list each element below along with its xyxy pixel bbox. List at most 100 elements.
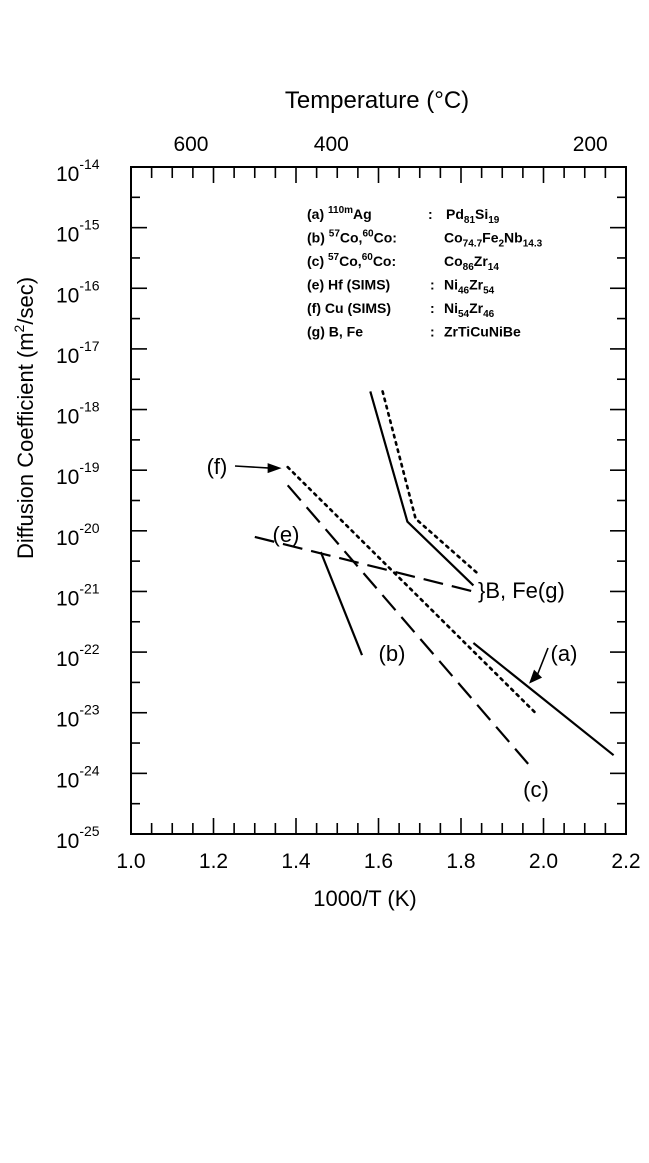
top-tick-label: 400 [314,133,349,156]
legend-entry: (g) B, Fe [307,324,363,340]
legend-entry: (e) Hf (SIMS) [307,277,390,293]
y-tick-label: 10-15 [56,217,100,247]
x-tick-label: 1.0 [116,850,145,873]
legend-alloy-sub: 14 [488,262,500,273]
annotation-label: (b) [379,641,406,666]
legend-alloy-sub: 86 [463,262,475,273]
legend-alloy: Co74.7Fe2Nb14.3 [444,230,543,250]
x-tick-label: 1.4 [281,850,311,873]
legend-sup: 57 [329,229,341,240]
legend-species: Cu (SIMS) [325,300,391,316]
y-tick-base: 10 [56,345,79,368]
series-line-e [254,535,474,593]
y-tick-base: 10 [56,406,79,429]
legend-alloy-element: ZrTiCuNiBe [444,324,521,340]
legend-key: (b) [307,230,329,246]
legend-alloy-element: Ni [444,277,458,293]
legend-entry: (f) Cu (SIMS) [307,300,391,316]
y-tick-exponent: -22 [79,641,99,657]
legend-alloy-element: Co [444,230,463,246]
y-tick-label: 10-21 [56,580,100,610]
legend-alloy-sub: 74.7 [463,239,483,250]
legend-alloy-element: Nb [504,230,523,246]
legend-alloy: Ni46Zr54 [444,277,495,297]
y-tick-exponent: -23 [79,702,99,718]
y-tick-exponent: -21 [79,580,99,596]
legend-alloy-sub: 54 [458,309,470,320]
legend-alloy-element: Co [444,253,463,269]
legend-entry: (b) 57Co,60Co: [307,229,397,246]
legend-sup: 60 [362,252,374,263]
y-tick-base: 10 [56,224,79,247]
y-tick-base: 10 [56,587,79,610]
legend-separator: : [430,277,435,293]
y-tick-label: 10-22 [56,641,100,671]
legend-alloy-element: Pd [446,206,464,222]
series-line-f [286,465,537,715]
legend-alloy-sub: 19 [488,215,500,226]
legend-alloy-element: Si [475,206,488,222]
y-tick-label: 10-16 [56,277,100,307]
series-line-c [286,484,532,769]
legend-entry: (a) 110mAg [307,205,372,222]
y-tick-exponent: -16 [79,277,99,293]
y-tick-base: 10 [56,284,79,307]
legend-species: Co: [374,230,397,246]
legend-sup: 60 [362,229,374,240]
y-tick-exponent: -24 [79,762,99,778]
legend-species: Co, [340,230,363,246]
y-tick-base: 10 [56,466,79,489]
y-tick-exponent: -18 [79,399,99,415]
y-tick-exponent: -20 [79,520,99,536]
series-layer [254,390,615,769]
y-tick-exponent: -25 [79,823,99,839]
series-line-b [369,391,475,587]
annotation-arrowhead-a [529,669,543,684]
series-line-b [319,551,364,656]
legend-alloy-sub: 46 [458,286,470,297]
legend-alloy: ZrTiCuNiBe [444,324,521,340]
y-tick-exponent: -19 [79,459,99,475]
legend-species: Co, [339,253,362,269]
x-tick-label: 2.2 [611,850,640,873]
legend-alloy-element: Fe [482,230,499,246]
y-axis-label-sup: 2 [11,324,27,332]
legend-alloy: Co86Zr14 [444,253,499,273]
annotation-arrow-f [234,465,272,469]
x-tick-label: 1.8 [446,850,475,873]
legend-alloy-element: Ni [444,300,458,316]
legend-alloy: Ni54Zr46 [444,300,495,320]
legend-alloy-sub: 2 [498,239,504,250]
x-tick-label: 1.6 [364,850,393,873]
legend-key: (a) [307,206,328,222]
y-tick-label: 10-18 [56,399,100,429]
y-tick-label: 10-20 [56,520,100,550]
y-tick-label: 10-14 [56,156,100,186]
legend-key: (g) [307,324,329,340]
top-tick-label: 200 [573,133,608,156]
plot-frame [130,166,627,835]
legend-separator: : [428,206,433,222]
legend-separator: : [430,300,435,316]
y-axis-label-main: Diffusion Coefficient (m [13,332,38,559]
legend-alloy-sub: 14.3 [523,239,543,250]
annotation-arrow-a [536,647,549,676]
legend-key: (c) [307,253,328,269]
annotation-label: (f) [207,454,228,479]
legend-alloy-element: Zr [469,300,484,316]
y-tick-base: 10 [56,709,79,732]
series-line-a [472,642,615,757]
annotation-label: (a) [551,641,578,666]
legend-alloy-element: Zr [474,253,489,269]
y-tick-base: 10 [56,163,79,186]
y-tick-exponent: -15 [79,217,99,233]
x-axis-label: 1000/T (K) [313,886,417,911]
y-tick-label: 10-17 [56,338,100,368]
y-tick-label: 10-23 [56,702,100,732]
legend-sup: 57 [328,252,340,263]
legend-species: B, Fe [329,324,363,340]
y-tick-base: 10 [56,769,79,792]
legend-alloy-element: Zr [469,277,484,293]
